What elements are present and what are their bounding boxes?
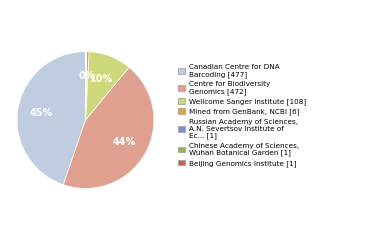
Text: 10%: 10% xyxy=(90,74,113,84)
Text: 44%: 44% xyxy=(113,137,136,147)
Wedge shape xyxy=(86,52,89,120)
Wedge shape xyxy=(86,52,129,120)
Wedge shape xyxy=(17,52,85,185)
Text: 0%: 0% xyxy=(79,71,95,81)
Legend: Canadian Centre for DNA
Barcoding [477], Centre for Biodiversity
Genomics [472],: Canadian Centre for DNA Barcoding [477],… xyxy=(179,64,306,167)
Wedge shape xyxy=(86,52,87,120)
Text: 45%: 45% xyxy=(30,108,53,118)
Wedge shape xyxy=(63,67,154,188)
